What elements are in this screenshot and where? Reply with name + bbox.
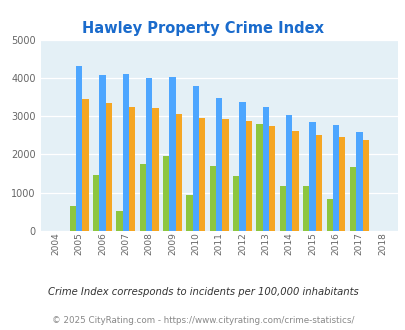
Bar bbox=[279, 186, 286, 231]
Bar bbox=[152, 108, 158, 231]
Bar bbox=[232, 176, 239, 231]
Bar bbox=[355, 132, 362, 231]
Bar bbox=[286, 115, 292, 231]
Bar bbox=[99, 75, 105, 231]
Bar bbox=[163, 156, 169, 231]
Text: Hawley Property Crime Index: Hawley Property Crime Index bbox=[82, 21, 323, 36]
Bar bbox=[146, 78, 152, 231]
Bar bbox=[186, 195, 192, 231]
Bar bbox=[139, 164, 146, 231]
Bar bbox=[292, 131, 298, 231]
Bar bbox=[309, 122, 315, 231]
Bar bbox=[116, 211, 122, 231]
Bar bbox=[315, 135, 321, 231]
Bar bbox=[209, 166, 215, 231]
Bar bbox=[262, 107, 269, 231]
Bar bbox=[256, 124, 262, 231]
Bar bbox=[192, 85, 198, 231]
Bar bbox=[332, 125, 338, 231]
Text: © 2025 CityRating.com - https://www.cityrating.com/crime-statistics/: © 2025 CityRating.com - https://www.city… bbox=[51, 315, 354, 325]
Bar bbox=[215, 98, 222, 231]
Bar bbox=[222, 119, 228, 231]
Bar bbox=[245, 121, 252, 231]
Bar bbox=[70, 206, 76, 231]
Bar bbox=[338, 137, 345, 231]
Bar bbox=[175, 114, 181, 231]
Bar bbox=[169, 77, 175, 231]
Text: Crime Index corresponds to incidents per 100,000 inhabitants: Crime Index corresponds to incidents per… bbox=[47, 287, 358, 297]
Bar bbox=[105, 103, 112, 231]
Bar bbox=[82, 99, 88, 231]
Bar bbox=[303, 186, 309, 231]
Bar bbox=[129, 107, 135, 231]
Bar bbox=[239, 102, 245, 231]
Bar bbox=[93, 175, 99, 231]
Bar bbox=[362, 140, 368, 231]
Bar bbox=[349, 167, 355, 231]
Bar bbox=[76, 66, 82, 231]
Bar bbox=[269, 126, 275, 231]
Bar bbox=[198, 118, 205, 231]
Bar bbox=[122, 74, 129, 231]
Bar bbox=[326, 199, 332, 231]
